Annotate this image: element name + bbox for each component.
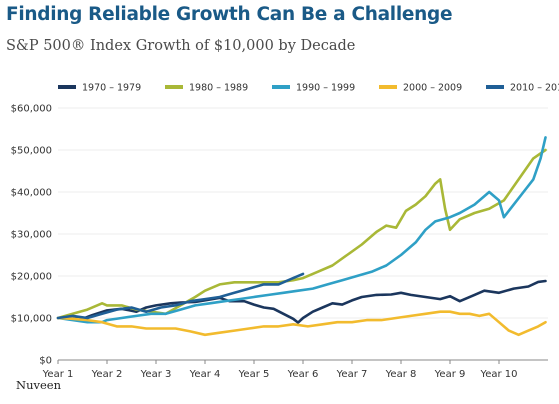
legend-label: 1980 – 1989	[189, 83, 248, 94]
y-tick-label: $60,000	[11, 104, 52, 115]
legend-label: 1970 – 1979	[82, 83, 141, 94]
series-line-5	[56, 272, 305, 320]
x-tick-label: Year 4	[189, 369, 221, 380]
y-tick-label: $30,000	[11, 230, 52, 241]
series-lines	[56, 136, 547, 337]
y-tick-label: $40,000	[11, 188, 52, 199]
y-axis-ticks: $0 $10,000 $20,000 $30,000 $40,000 $50,000 $60…	[11, 104, 52, 367]
series-line-4	[56, 310, 547, 337]
series-line-3	[56, 136, 547, 324]
y-tick-label: $20,000	[11, 272, 52, 283]
legend: 1970 – 1979 1980 – 1989 1990 – 1999 2000 – …	[58, 83, 559, 94]
x-tick-label: Year 3	[140, 369, 172, 380]
x-tick-label: Year 9	[434, 369, 466, 380]
y-tick-label: $0	[39, 356, 52, 367]
x-tick-label: Year 7	[336, 369, 368, 380]
x-tick-label: Year 6	[287, 369, 319, 380]
x-tick-label: Year 2	[91, 369, 123, 380]
x-tick-label: Year 5	[238, 369, 270, 380]
x-axis-ticks: Year 1 Year 2 Year 3 Year 4 Year 5 Year 6 Year…	[42, 360, 518, 380]
x-tick-label: Year 8	[385, 369, 417, 380]
chart-subtitle: S&P 500® Index Growth of $10,000 by Deca…	[6, 38, 356, 54]
legend-label: 2010 – 2014	[510, 83, 559, 94]
grid	[58, 107, 548, 361]
legend-label: 2000 – 2009	[403, 83, 462, 94]
y-tick-label: $10,000	[11, 314, 52, 325]
source-note: Nuveen	[16, 378, 61, 392]
series-line-1	[56, 279, 547, 324]
x-tick-label: Year 1	[42, 369, 74, 380]
x-tick-label: Year 10	[479, 369, 517, 380]
chart-title: Finding Reliable Growth Can Be a Challen…	[6, 4, 453, 25]
y-tick-label: $50,000	[11, 146, 52, 157]
legend-label: 1990 – 1999	[296, 83, 355, 94]
